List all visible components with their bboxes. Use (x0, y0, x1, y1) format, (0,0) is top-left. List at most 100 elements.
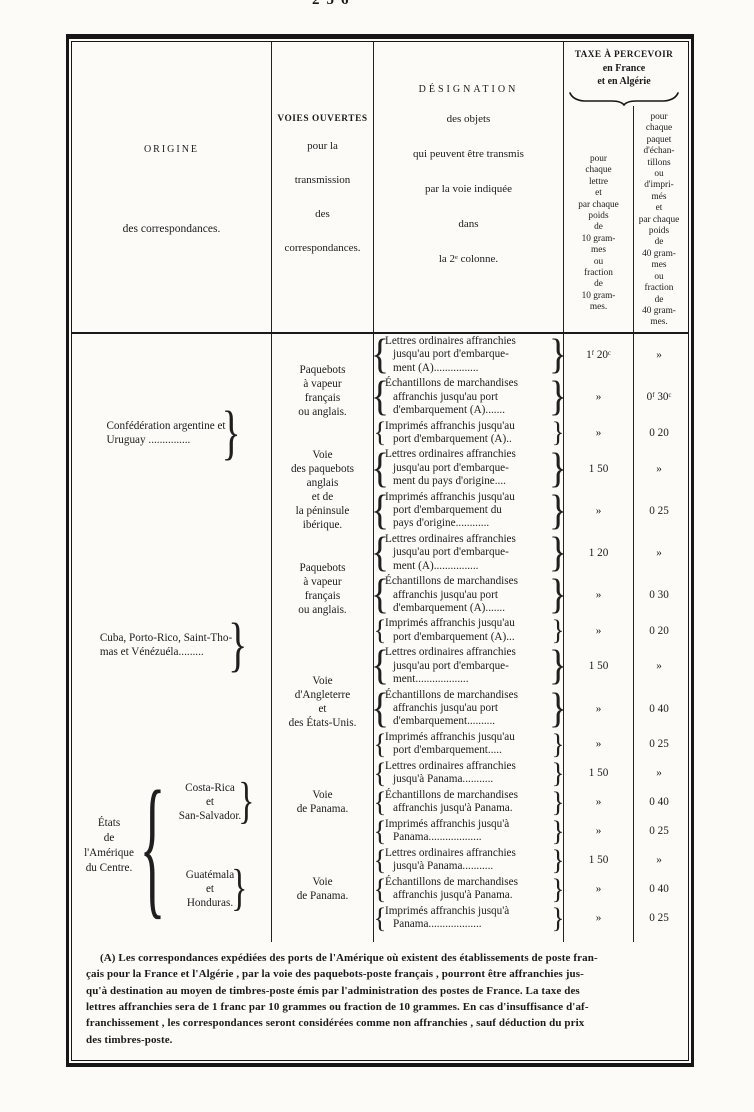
left-brace (376, 419, 384, 447)
designation-cell: Lettres ordinaires affranchies jusqu'à P… (374, 845, 564, 875)
designation-cell: Lettres ordinaires affranchies jusqu'au … (374, 645, 564, 688)
suborigin-brace (241, 777, 251, 828)
designation-text: Lettres ordinaires affranchies jusqu'au … (385, 532, 516, 572)
left-brace (376, 490, 384, 532)
designation-cell: Lettres ordinaires affranchies jusqu'au … (374, 531, 564, 575)
tax-packet-value: 0 25 (649, 912, 669, 925)
item-list: Lettres ordinaires affranchies jusqu'au … (374, 531, 688, 646)
table-row: Lettres ordinaires affranchies jusqu'au … (374, 334, 688, 377)
item-list: Lettres ordinaires affranchies jusqu'à P… (374, 758, 688, 846)
designation-text: Échantillons de marchandises affranchis … (385, 377, 518, 417)
left-brace (376, 759, 384, 787)
header-routes-line: correspondances. (284, 242, 361, 254)
table-row: Imprimés affranchis jusqu'au port d'emba… (374, 616, 688, 646)
designation-cell: Échantillons de marchandises affranchis … (374, 874, 564, 904)
left-brace (376, 875, 384, 903)
right-brace (554, 875, 562, 903)
tax-letter-value: 1ᶠ 20ᶜ (564, 334, 634, 377)
item-list: Lettres ordinaires affranchies jusqu'au … (374, 447, 688, 532)
header-designation-line: des objets (446, 113, 491, 125)
tax-letter-value: » (564, 729, 634, 759)
header-routes: VOIES OUVERTES pour la transmission des … (272, 42, 374, 332)
origin-cell: États de l'Amérique du Centre. Costa-Ric… (72, 758, 272, 933)
table-row: Lettres ordinaires affranchies jusqu'au … (374, 447, 688, 490)
suborigin-brace (234, 864, 244, 915)
footnote: (A) Les correspondances expédiées des po… (86, 951, 598, 1046)
tax-letter-value: 1 50 (564, 758, 634, 788)
tax-packet-value: » (656, 854, 662, 867)
table-row: Imprimés affranchis jusqu'à Panama......… (374, 903, 688, 933)
left-brace (376, 532, 384, 574)
header-tax-title-line2: en France (602, 63, 646, 74)
route-groups: Paquebots à vapeur français ou anglais. … (272, 531, 688, 759)
left-brace (376, 646, 384, 688)
column-rule-stubs (72, 932, 688, 942)
right-brace (554, 846, 562, 874)
route-group: Paquebots à vapeur français ou anglais. … (272, 531, 688, 646)
origin-brace (232, 615, 243, 675)
designation-cell: Imprimés affranchis jusqu'au port d'emba… (374, 489, 564, 532)
table-row: Imprimés affranchis jusqu'au port d'emba… (374, 489, 688, 532)
right-brace (554, 904, 562, 932)
designation-cell: Échantillons de marchandises affranchis … (374, 574, 564, 617)
table-row: Échantillons de marchandises affranchis … (374, 687, 688, 730)
designation-cell: Lettres ordinaires affranchies jusqu'au … (374, 447, 564, 490)
right-brace (554, 448, 562, 490)
left-brace (376, 448, 384, 490)
right-brace (554, 788, 562, 816)
tax-packet-value: » (656, 546, 662, 559)
column-divider (272, 932, 374, 942)
tax-letter-value: » (564, 816, 634, 846)
designation-cell: Imprimés affranchis jusqu'à Panama......… (374, 816, 564, 846)
tax-packet-value: 0 40 (649, 702, 669, 715)
right-brace (554, 759, 562, 787)
header-designation-line: dans (458, 218, 479, 230)
header-tax-columns: pour chaque lettre et par chaque poids d… (564, 106, 684, 332)
left-brace (376, 574, 384, 616)
tax-packet-value: 0 20 (649, 624, 669, 637)
suborigin-cell: Guatémala et Honduras. (159, 846, 271, 933)
designation-cell: Imprimés affranchis jusqu'au port d'emba… (374, 729, 564, 759)
table-row: Imprimés affranchis jusqu'au port d'emba… (374, 729, 688, 759)
left-brace (376, 688, 384, 730)
left-brace (376, 788, 384, 816)
header-routes-line: transmission (294, 174, 351, 186)
right-brace (554, 376, 562, 418)
suborigin-text: Guatémala et Honduras. (185, 869, 235, 910)
table-header: ORIGINE des correspondances. VOIES OUVER… (72, 42, 688, 334)
header-designation-title: DÉSIGNATION (418, 84, 519, 95)
left-brace (376, 376, 384, 418)
tax-packet-value: 0 25 (649, 825, 669, 838)
designation-text: Lettres ordinaires affranchies jusqu'au … (385, 646, 516, 686)
suborigin-list: Costa-Rica et San-Salvador. Guatémala et… (159, 759, 271, 933)
tax-letter-value: 1 50 (564, 645, 634, 688)
header-origin-title: ORIGINE (143, 144, 200, 155)
tax-packet-value: » (656, 767, 662, 780)
suborigin-text: Costa-Rica et San-Salvador. (178, 782, 242, 823)
origin-cell: Cuba, Porto-Rico, Saint-Tho- mas et Véné… (72, 531, 272, 759)
designation-cell: Lettres ordinaires affranchies jusqu'à P… (374, 758, 564, 788)
header-designation: DÉSIGNATION des objets qui peuvent être … (374, 42, 564, 332)
header-tax-group: TAXE À PERCEVOIR en France et en Algérie… (564, 42, 684, 332)
tax-letter-value: 1 20 (564, 531, 634, 575)
header-routes-line: des (315, 208, 330, 220)
header-designation-line: la 2ᵉ colonne. (438, 253, 499, 265)
header-designation-line: par la voie indiquée (424, 183, 513, 195)
origin-brace (226, 403, 237, 463)
left-brace (376, 730, 384, 758)
table-row: Échantillons de marchandises affranchis … (374, 376, 688, 419)
header-origin: ORIGINE des correspondances. (72, 42, 272, 332)
tax-letter-value: » (564, 376, 634, 419)
tax-packet-value: » (656, 349, 662, 362)
group-brace (146, 767, 159, 924)
tax-packet-value: 0 25 (649, 738, 669, 751)
left-brace (376, 334, 384, 376)
table-row: Lettres ordinaires affranchies jusqu'au … (374, 645, 688, 688)
tax-letter-value: 1 50 (564, 447, 634, 490)
table-inner-frame: ORIGINE des correspondances. VOIES OUVER… (71, 41, 689, 1062)
right-brace (554, 334, 562, 376)
route-cell: Voie d'Angleterre et des États-Unis. (272, 645, 374, 759)
header-tax-title-line1: TAXE À PERCEVOIR (574, 50, 674, 60)
designation-text: Imprimés affranchis jusqu'au port d'emba… (385, 419, 515, 445)
